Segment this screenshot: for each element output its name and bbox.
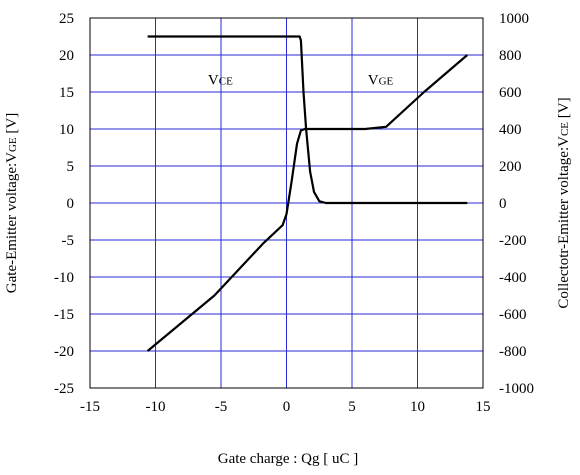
y-left-axis-title-sub: GE (7, 137, 19, 152)
y-left-tick-label: 20 (59, 48, 74, 64)
y-left-axis-title-unit: [V] (4, 113, 20, 138)
y-left-tick-label: 15 (59, 85, 74, 101)
x-tick-label: -15 (80, 399, 100, 415)
y-right-tick-label: 400 (499, 122, 522, 138)
x-tick-labels: -15 -10 -5 0 5 10 15 (80, 399, 491, 415)
y-left-tick-label: 5 (67, 159, 75, 175)
series-line-vge (146, 54, 469, 352)
annotation-label: VCE (208, 73, 233, 89)
y-right-tick-label: 800 (499, 48, 522, 64)
x-axis-title: Gate charge : Qg [ uC ] (218, 451, 359, 467)
y-left-tick-label: 0 (67, 196, 75, 212)
y-right-axis-title-sub: CE (559, 122, 571, 136)
y-left-tick-label: -20 (54, 344, 74, 360)
annotation-main: V (368, 73, 379, 89)
x-tick-label: 15 (476, 399, 491, 415)
x-tick-label: 0 (283, 399, 291, 415)
y-left-tick-label: -5 (62, 233, 75, 249)
y-right-tick-label: -1000 (499, 381, 534, 397)
x-tick-label: -5 (215, 399, 228, 415)
y-right-tick-label: 600 (499, 85, 522, 101)
y-left-tick-labels: 25 20 15 10 5 0 -5 -10 -15 -20 -25 (54, 11, 74, 397)
y-right-tick-label: -800 (499, 344, 527, 360)
series-line-vce (147, 35, 468, 205)
annotation-label: VGE (368, 73, 394, 89)
y-left-tick-label: -10 (54, 270, 74, 286)
x-tick-label: 5 (348, 399, 356, 415)
y-right-tick-label: -400 (499, 270, 527, 286)
y-right-tick-labels: 1000 800 600 400 200 0 -200 -400 -600 -800 -1000 (499, 11, 534, 397)
annotations: VCE VGE (208, 73, 394, 89)
y-left-tick-label: 10 (59, 122, 74, 138)
x-tick-label: -10 (146, 399, 166, 415)
y-right-tick-label: -200 (499, 233, 527, 249)
y-right-tick-label: 1000 (499, 11, 529, 27)
annotation-sub: CE (219, 76, 233, 88)
y-right-axis-title-main: Collectotr-Emitter voltage:V (556, 136, 572, 309)
annotation-sub: GE (379, 76, 394, 88)
annotation-main: V (208, 73, 219, 89)
y-right-tick-label: 0 (499, 196, 507, 212)
y-left-axis-title: Gate-Emitter voltage:VGE [V] (4, 113, 20, 293)
plot-frame (89, 17, 484, 389)
y-left-tick-label: -15 (54, 307, 74, 323)
y-left-tick-label: 25 (59, 11, 74, 27)
y-left-axis-title-main: Gate-Emitter voltage:V (4, 152, 20, 293)
series-lines (146, 35, 469, 352)
y-right-axis-title: Collectotr-Emitter voltage:VCE [V] (556, 97, 572, 308)
x-tick-label: 10 (410, 399, 425, 415)
y-right-tick-label: 200 (499, 159, 522, 175)
y-right-axis-title-unit: [V] (556, 97, 572, 122)
y-right-tick-label: -600 (499, 307, 527, 323)
y-left-tick-label: -25 (54, 381, 74, 397)
